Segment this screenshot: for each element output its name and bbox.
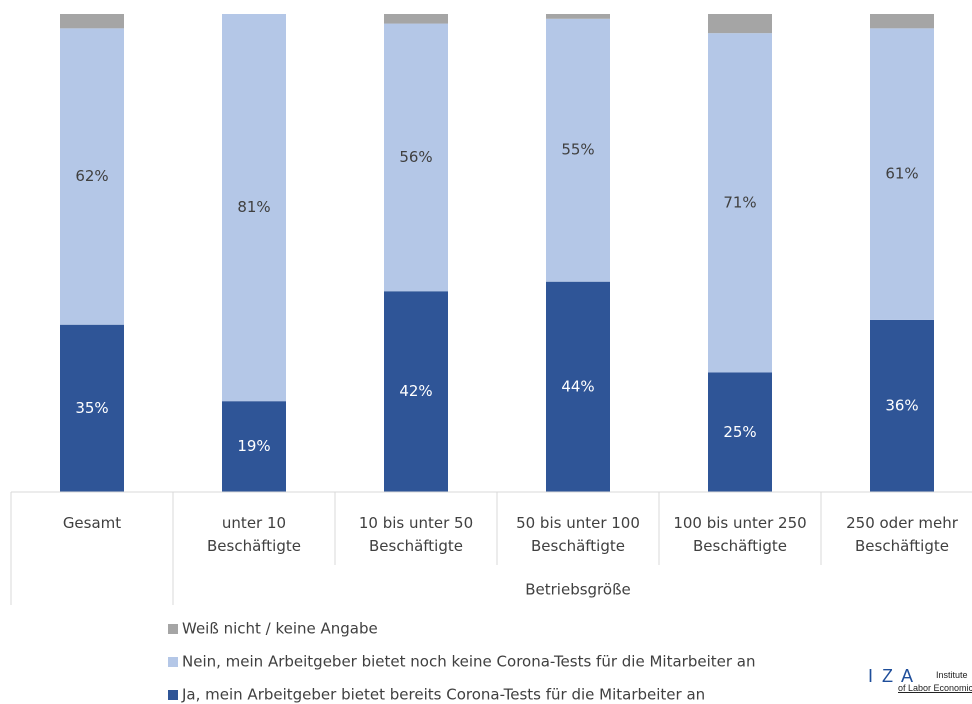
x-tick-label: 10 bis unter 50 Beschäftigte [358, 514, 474, 555]
bar-segment [708, 33, 772, 373]
bar-segment [60, 28, 124, 325]
legend-label: Weiß nicht / keine Angabe [182, 620, 378, 638]
data-label: 36% [885, 396, 918, 414]
bar-segment [708, 372, 772, 492]
legend-swatch [168, 690, 178, 700]
data-label: 56% [399, 148, 432, 166]
data-label: 25% [723, 423, 756, 441]
logo-line: of Labor Economics [898, 683, 972, 693]
data-label: 81% [237, 198, 270, 216]
bar-segment [870, 319, 934, 492]
data-label: 42% [399, 382, 432, 400]
data-label: 19% [237, 437, 270, 455]
x-axis-title: Betriebsgröße [525, 581, 631, 599]
bar-segment [384, 291, 448, 492]
x-tick-label: unter 10 Beschäftigte [207, 514, 301, 555]
bar-segment [546, 281, 610, 492]
legend-swatch [168, 624, 178, 634]
legend-swatch [168, 657, 178, 667]
bar-segment [222, 14, 286, 402]
bar-segment [708, 14, 772, 34]
x-tick-label: Gesamt [62, 514, 122, 532]
bar-segment [60, 324, 124, 492]
bar-segment [384, 14, 448, 24]
data-label: 62% [75, 167, 108, 185]
legend-label: Ja, mein Arbeitgeber bietet bereits Coro… [181, 686, 705, 704]
data-label: 44% [561, 377, 594, 395]
x-tick-label: 50 bis unter 100 Beschäftigte [516, 514, 640, 555]
bar-segment [222, 401, 286, 492]
bar-segment [546, 14, 610, 19]
data-label: 71% [723, 193, 756, 211]
legend-label: Nein, mein Arbeitgeber bietet noch keine… [182, 653, 755, 671]
data-label: 55% [561, 141, 594, 159]
data-label: 35% [75, 399, 108, 417]
bar-segment [870, 28, 934, 320]
x-tick-label: 100 bis unter 250 Beschäftigte [673, 514, 807, 555]
logo-line: Institute [936, 670, 968, 680]
logo-mark: I Z A [868, 666, 916, 686]
bar-segment [546, 18, 610, 282]
bar-segment [60, 14, 124, 29]
data-label: 61% [885, 165, 918, 183]
bar-segment [384, 23, 448, 292]
x-tick-label: 250 oder mehr Beschäftigte [846, 514, 958, 555]
bar-segment [870, 14, 934, 29]
